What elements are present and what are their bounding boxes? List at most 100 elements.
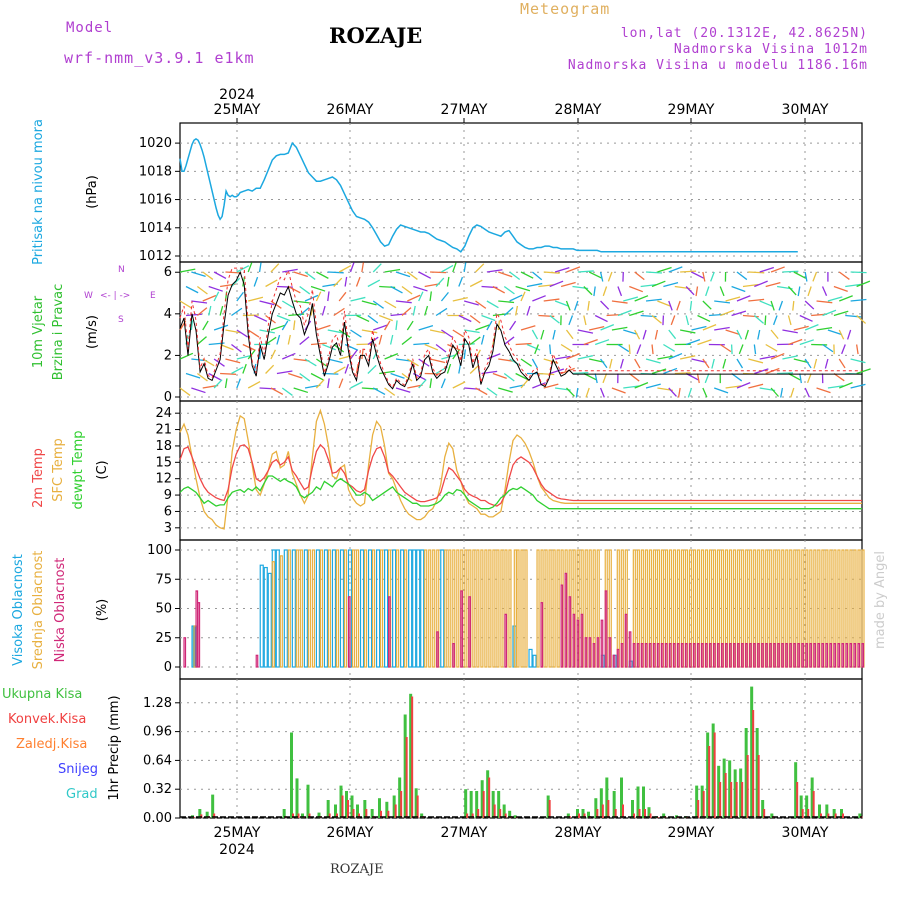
- wind-arrow: [850, 358, 866, 364]
- low-cloud-bar: [388, 596, 391, 668]
- precip-total-bar: [761, 800, 765, 818]
- wind-arrow: [458, 314, 472, 323]
- wind-arrow: [685, 315, 690, 326]
- precip-total-bar: [810, 777, 814, 818]
- low-cloud-bar: [837, 642, 841, 668]
- wind-arrow: [469, 314, 481, 324]
- precip-conv-bar: [380, 810, 382, 818]
- wind-arrow: [841, 344, 846, 355]
- low-cloud-bar: [708, 642, 712, 668]
- wind-arrow: [191, 271, 206, 277]
- low-cloud-bar: [684, 642, 688, 668]
- precip-conv-bar: [730, 782, 733, 818]
- precip-total-bar: [744, 728, 748, 818]
- precip-total-bar: [832, 809, 836, 818]
- wind-arrow: [833, 285, 848, 292]
- precip-total-bar: [599, 788, 603, 818]
- precip-conv-bar: [466, 813, 469, 818]
- wind-arrow: [344, 343, 359, 351]
- y-tick-label: 1.28: [143, 696, 172, 711]
- precip-total-bar: [502, 804, 506, 818]
- wind-arrow: [714, 326, 730, 331]
- precip-total-bar: [326, 800, 330, 818]
- wind-arrow: [270, 349, 276, 360]
- low-cloud-bar: [789, 642, 792, 668]
- wind-arrow: [253, 314, 268, 322]
- precip-total-bar: [317, 812, 321, 818]
- wind-arrow: [772, 315, 778, 326]
- precip-total-bar: [508, 810, 512, 818]
- precip-conv-bar: [644, 809, 646, 818]
- precip-conv-bar: [347, 800, 349, 818]
- wind-arrow: [736, 329, 743, 340]
- wind-arrow: [753, 344, 757, 355]
- precip-total-bar: [345, 791, 348, 818]
- wind-arrow: [202, 271, 214, 280]
- wind-arrow: [310, 342, 327, 346]
- precip-total-bar: [334, 804, 337, 818]
- wind-arrow: [687, 387, 693, 398]
- wind-arrow: [429, 291, 432, 302]
- wind-arrow: [361, 349, 364, 360]
- wind-arrow: [799, 373, 802, 384]
- compass-arrows: <- | ->: [100, 291, 130, 301]
- wind-arrow: [816, 327, 833, 331]
- wind-arrow: [281, 300, 294, 309]
- precip-legend-item: Ukupna Kisa: [2, 687, 82, 702]
- wind-arrow: [520, 358, 532, 367]
- wind-arrow: [435, 343, 447, 353]
- precip-total-bar: [282, 809, 286, 818]
- wind-arrow: [310, 285, 326, 292]
- wind-arrow: [333, 307, 345, 317]
- wind-arrow: [424, 305, 429, 316]
- wind-arrow: [202, 294, 217, 302]
- wind-arrow: [679, 355, 696, 360]
- mid-cloud-bar: [311, 549, 315, 668]
- wind-arrow: [446, 363, 452, 374]
- precip-conv-bar: [827, 813, 830, 818]
- wind-arrow: [475, 300, 487, 309]
- day-label-top: 29MAY: [668, 102, 715, 118]
- precip-conv-bar: [328, 813, 331, 818]
- wind-arrow: [486, 300, 499, 309]
- wind-arrow: [401, 285, 413, 295]
- wind-arrow: [464, 329, 480, 334]
- low-cloud-bar: [745, 642, 748, 668]
- day-label-top: 30MAY: [782, 102, 829, 118]
- wind-arrow: [549, 280, 564, 288]
- low-cloud-bar: [688, 642, 692, 668]
- wind-arrow: [509, 294, 523, 302]
- y-tick-label: 6: [164, 504, 172, 519]
- wind-arrow: [224, 378, 228, 389]
- wind-arrow: [265, 279, 278, 288]
- low-cloud-bar: [809, 642, 812, 668]
- wind-arrow: [566, 266, 581, 273]
- wind-arrow: [609, 358, 613, 369]
- wind-arrow: [560, 281, 576, 288]
- wind-arrow: [777, 372, 794, 375]
- wind-arrow: [850, 298, 867, 302]
- low-cloud-bar: [568, 596, 572, 668]
- wind-arrow: [265, 364, 275, 374]
- precip-total-bar: [486, 770, 490, 818]
- low-cloud-bar: [580, 613, 584, 668]
- precip-conv-bar: [488, 777, 491, 818]
- wind-arrow: [845, 283, 861, 288]
- wind-arrow: [617, 309, 632, 317]
- wind-arrow: [725, 296, 741, 302]
- precip-conv-bar: [583, 813, 586, 818]
- high-cloud-bar: [384, 549, 389, 668]
- wind-arrow: [498, 387, 513, 393]
- wind-arrow: [440, 378, 446, 389]
- low-cloud-bar: [564, 572, 568, 668]
- precip-total-bar: [700, 785, 704, 818]
- precip-conv-bar: [548, 800, 551, 818]
- wind-arrow: [469, 279, 483, 288]
- wind-arrow: [617, 343, 630, 353]
- wind-arrow: [515, 342, 532, 346]
- precip-conv-bar: [200, 814, 203, 818]
- precip-conv-bar: [394, 804, 397, 818]
- low-cloud-bar: [628, 631, 632, 668]
- high-cloud-bar: [267, 572, 272, 668]
